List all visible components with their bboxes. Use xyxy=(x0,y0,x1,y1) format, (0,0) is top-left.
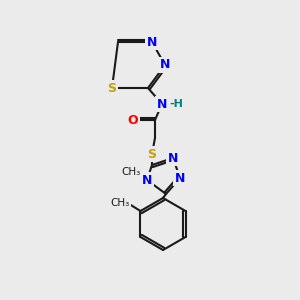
Text: S: S xyxy=(148,148,157,160)
Text: CH₃: CH₃ xyxy=(122,167,141,177)
Text: -H: -H xyxy=(169,99,183,109)
Text: N: N xyxy=(157,98,167,110)
Text: N: N xyxy=(147,35,157,49)
Text: CH₃: CH₃ xyxy=(111,198,130,208)
Text: N: N xyxy=(142,173,152,187)
Text: N: N xyxy=(175,172,185,184)
Text: O: O xyxy=(128,113,138,127)
Text: N: N xyxy=(160,58,170,71)
Text: N: N xyxy=(168,152,178,164)
Text: S: S xyxy=(107,82,116,94)
